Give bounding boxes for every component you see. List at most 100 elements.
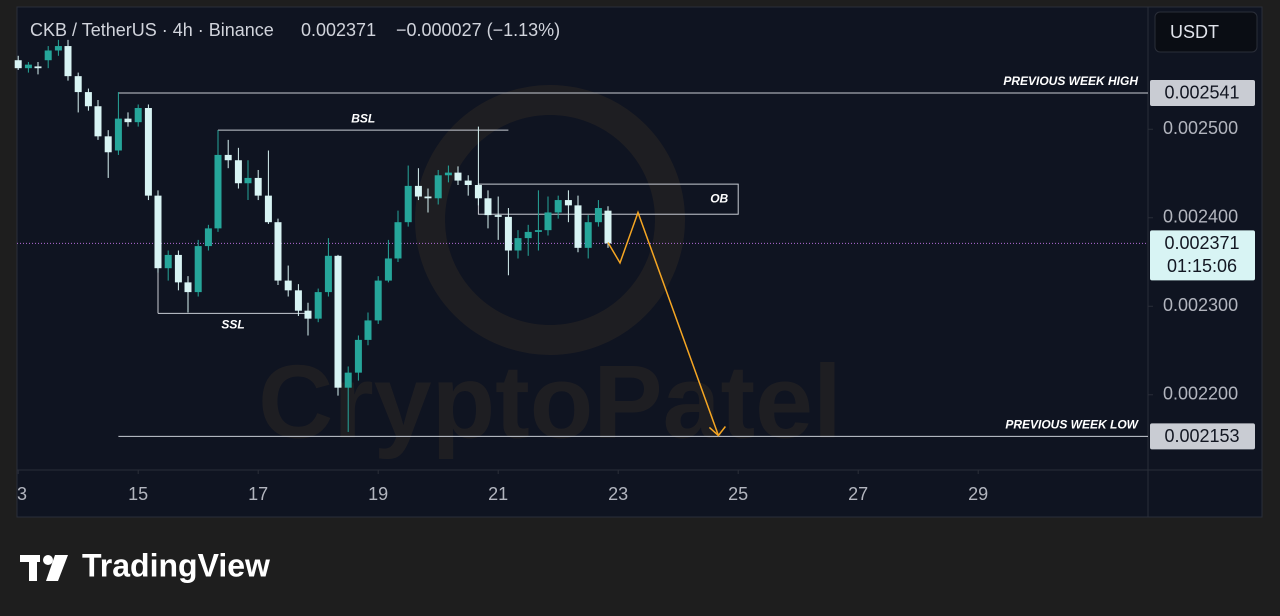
candle-body: [524, 231, 532, 239]
x-tick-label: 23: [608, 484, 628, 504]
candle-body: [584, 222, 592, 248]
level-label: PREVIOUS WEEK HIGH: [1003, 74, 1138, 88]
candle-body: [494, 215, 502, 217]
candle-body: [484, 198, 492, 216]
candle-body: [254, 177, 262, 196]
order-block-label: OB: [710, 191, 728, 205]
candle-body: [194, 246, 202, 293]
candle-body: [604, 210, 612, 244]
candle-body: [474, 185, 482, 199]
countdown: 01:15:06: [1167, 256, 1237, 276]
candle-body: [354, 339, 362, 373]
candle-body: [74, 76, 82, 93]
x-tick-label: 25: [728, 484, 748, 504]
level-tag-label: 0.002153: [1164, 426, 1239, 446]
candle-body: [454, 172, 462, 181]
brand-logo: [20, 555, 68, 581]
y-tick-label: 0.002200: [1163, 384, 1238, 404]
candle-body: [514, 238, 522, 251]
candle-body: [144, 108, 152, 196]
y-tick-label: 0.002300: [1163, 295, 1238, 315]
candle-body: [284, 280, 292, 291]
candle-body: [104, 136, 112, 153]
liquidity-label: BSL: [351, 111, 375, 125]
candle-body: [24, 64, 32, 69]
plot: 0.002200 0.002300 0.002400 0.002500 3 15 17 19 2…: [14, 39, 1238, 504]
logo-slash: [46, 555, 68, 581]
candle-body: [304, 310, 312, 319]
level-tag-label: 0.002541: [1164, 83, 1239, 103]
candle-body: [214, 154, 222, 229]
symbol-title: CKB / TetherUS · 4h · Binance: [30, 20, 274, 40]
candle-body: [554, 200, 562, 213]
candle-body: [374, 280, 382, 321]
level-tag: [1150, 423, 1255, 450]
chart-panel: [16, 6, 1263, 518]
candle-body: [164, 254, 172, 269]
logo-stem: [29, 555, 37, 581]
candle-body: [274, 222, 282, 281]
x-tick-label: 3: [17, 484, 27, 504]
candle-body: [434, 175, 442, 199]
projection-arrowhead: [708, 426, 726, 437]
candle-body: [54, 46, 62, 51]
candle-body: [124, 118, 132, 123]
liquidity-label: SSL: [221, 318, 244, 332]
x-tick-label: 15: [128, 484, 148, 504]
projection-path: [607, 210, 720, 436]
x-tick-label: 21: [488, 484, 508, 504]
candle-body: [264, 195, 272, 223]
candle-body: [334, 255, 342, 388]
level-tag: [1150, 79, 1255, 106]
y-tick-label: 0.002400: [1163, 207, 1238, 227]
candle-body: [344, 372, 352, 388]
candle-body: [414, 185, 422, 197]
candle-body: [84, 92, 92, 107]
currency-label[interactable]: USDT: [1170, 22, 1219, 42]
last-price: 0.002371: [301, 20, 376, 40]
x-tick-label: 27: [848, 484, 868, 504]
candle-body: [404, 185, 412, 223]
candle-body: [424, 196, 432, 199]
price-change: −0.000027 (−1.13%): [396, 20, 560, 40]
candle-body: [464, 180, 472, 186]
candle-body: [14, 60, 22, 69]
candle-body: [134, 108, 142, 123]
currency-button[interactable]: [1154, 11, 1258, 53]
candle-body: [534, 230, 542, 232]
candle-body: [314, 292, 322, 319]
candle-body: [544, 212, 552, 231]
x-tick-label: 29: [968, 484, 988, 504]
candle-body: [384, 258, 392, 281]
current-price-tag: [1150, 230, 1255, 281]
candle-body: [294, 290, 302, 311]
candle-body: [184, 282, 192, 293]
y-tick-label: 0.002500: [1163, 118, 1238, 138]
x-tick-label: 17: [248, 484, 268, 504]
candle-body: [244, 177, 252, 184]
candle-body: [174, 254, 182, 283]
candle-body: [224, 154, 232, 161]
candle-body: [94, 106, 102, 137]
candle-body: [64, 46, 72, 77]
candle-body: [324, 255, 332, 293]
candle-body: [394, 222, 402, 259]
current-price-tag-label: 0.002371: [1164, 233, 1239, 253]
candle-body: [154, 195, 162, 269]
logo-dot: [43, 555, 53, 565]
x-tick-label: 19: [368, 484, 388, 504]
candle-body: [364, 320, 372, 340]
candle-body: [44, 50, 52, 61]
level-label: PREVIOUS WEEK LOW: [1005, 418, 1139, 432]
brand-name: TradingView: [82, 547, 270, 583]
candle-body: [574, 205, 582, 248]
watermark: CryptoPatel: [258, 344, 842, 460]
candle-body: [504, 216, 512, 251]
candle-body: [114, 118, 122, 151]
candle-body: [34, 66, 42, 69]
watermark-logo: [415, 85, 685, 355]
candle-body: [444, 172, 452, 176]
candle-body: [564, 200, 572, 206]
